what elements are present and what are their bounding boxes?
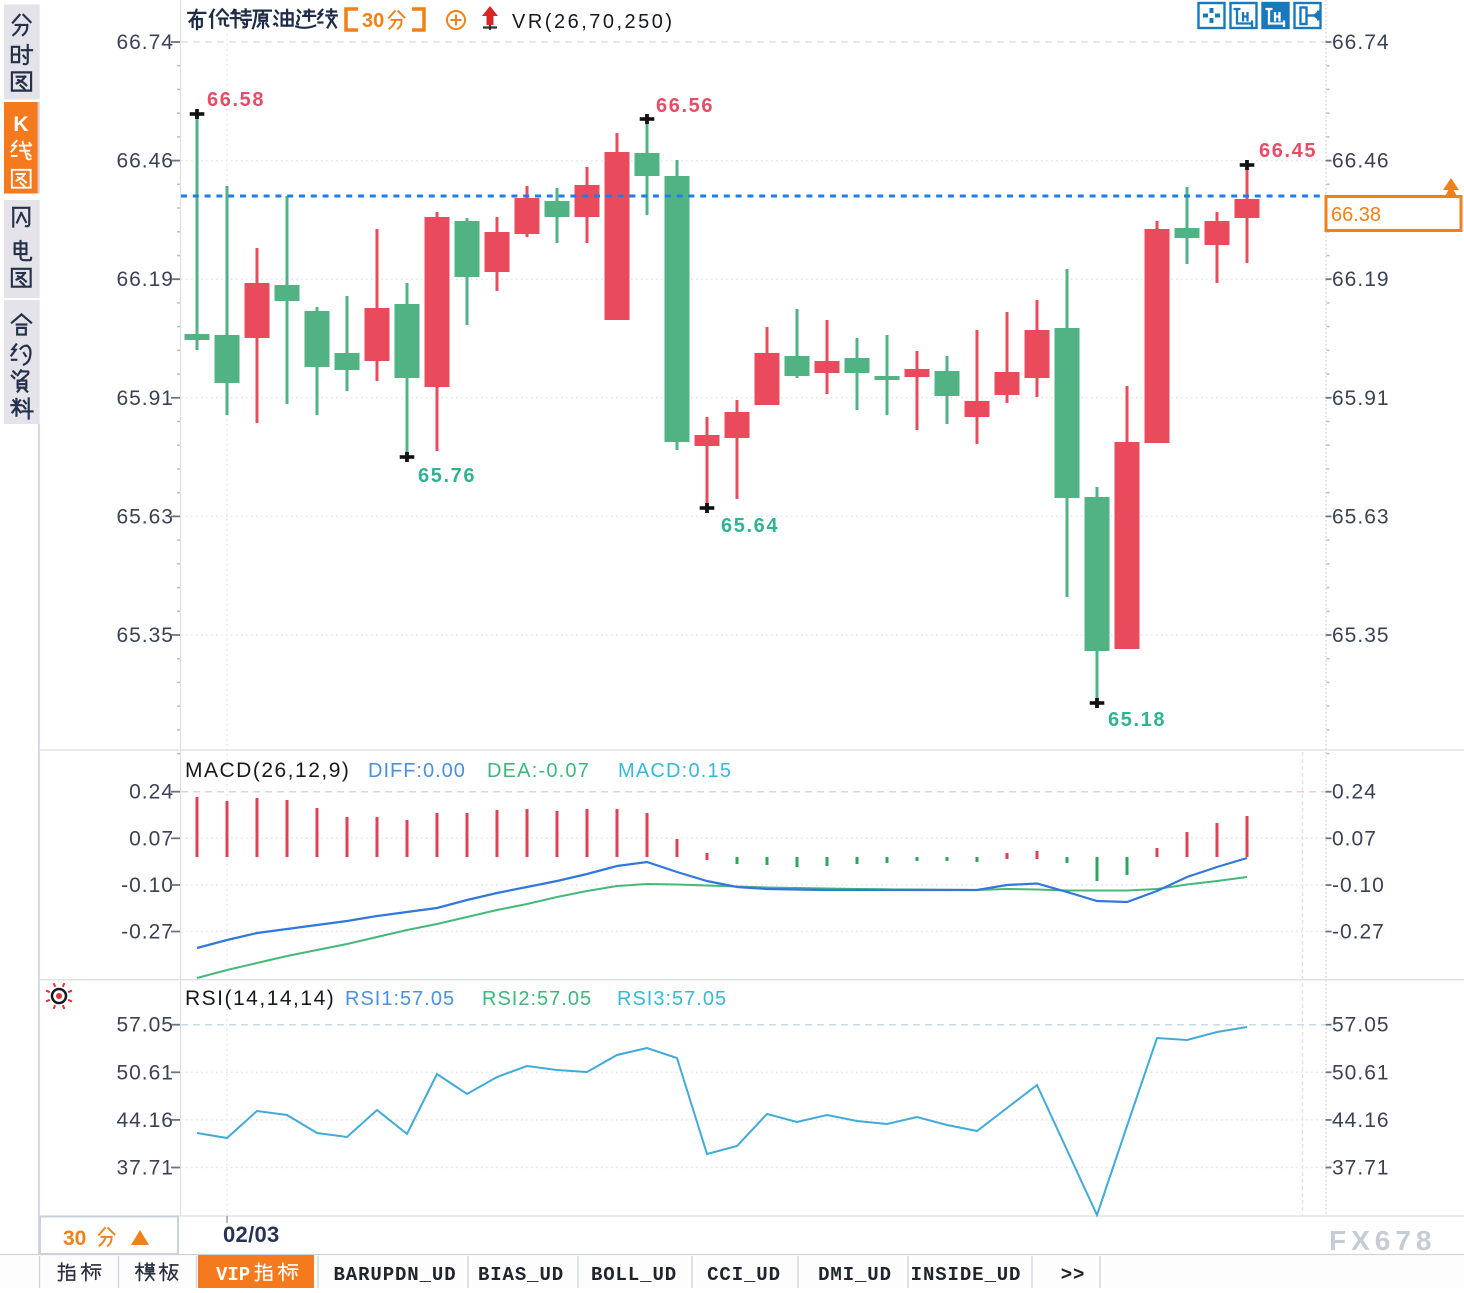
svg-text:VR(26,70,250): VR(26,70,250) — [512, 11, 675, 33]
svg-text:DMI_UD: DMI_UD — [818, 1264, 892, 1286]
svg-text:66.46: 66.46 — [116, 150, 174, 173]
svg-text:65.63: 65.63 — [116, 505, 174, 528]
svg-text:DIFF:0.00: DIFF:0.00 — [368, 760, 466, 782]
svg-text:MACD:0.15: MACD:0.15 — [618, 760, 732, 782]
svg-text:INSIDE_UD: INSIDE_UD — [911, 1264, 1022, 1286]
svg-text:57.05: 57.05 — [116, 1014, 174, 1037]
svg-text:BIAS_UD: BIAS_UD — [478, 1264, 564, 1286]
svg-text:66.58: 66.58 — [207, 89, 265, 111]
svg-text:30: 30 — [362, 10, 384, 32]
svg-text:66.74: 66.74 — [1332, 31, 1390, 54]
svg-text:50.61: 50.61 — [1332, 1061, 1390, 1084]
svg-text:0.07: 0.07 — [1332, 827, 1377, 850]
svg-text:37.71: 37.71 — [116, 1157, 174, 1180]
svg-text:65.91: 65.91 — [116, 387, 174, 410]
svg-text:66.46: 66.46 — [1332, 150, 1390, 173]
svg-text:CCI_UD: CCI_UD — [707, 1264, 781, 1286]
svg-text:RSI1:57.05: RSI1:57.05 — [345, 988, 455, 1010]
svg-text:0.24: 0.24 — [1332, 781, 1377, 804]
svg-text:BARUPDN_UD: BARUPDN_UD — [333, 1264, 456, 1286]
svg-text:66.19: 66.19 — [1332, 268, 1390, 291]
svg-text:RSI2:57.05: RSI2:57.05 — [482, 988, 592, 1010]
svg-text:66.74: 66.74 — [116, 31, 174, 54]
svg-text:-0.27: -0.27 — [1332, 921, 1385, 944]
svg-text:FX678: FX678 — [1329, 1225, 1437, 1256]
svg-text:DEA:-0.07: DEA:-0.07 — [487, 760, 590, 782]
svg-text:30: 30 — [63, 1227, 86, 1250]
svg-text:RSI3:57.05: RSI3:57.05 — [617, 988, 727, 1010]
svg-text:MACD(26,12,9): MACD(26,12,9) — [185, 759, 350, 782]
svg-text:-0.10: -0.10 — [121, 874, 174, 897]
svg-text:0.07: 0.07 — [129, 827, 174, 850]
svg-text:VIP: VIP — [216, 1264, 250, 1286]
svg-text:K: K — [13, 113, 28, 136]
svg-text:37.71: 37.71 — [1332, 1157, 1390, 1180]
svg-text:65.64: 65.64 — [721, 515, 779, 537]
svg-text:RSI(14,14,14): RSI(14,14,14) — [185, 987, 335, 1010]
svg-text:0.24: 0.24 — [129, 781, 174, 804]
svg-text:-0.27: -0.27 — [121, 921, 174, 944]
svg-text:65.35: 65.35 — [1332, 624, 1390, 647]
svg-text:65.35: 65.35 — [116, 624, 174, 647]
svg-text:66.56: 66.56 — [656, 95, 714, 117]
svg-text:44.16: 44.16 — [116, 1109, 174, 1132]
svg-text:65.18: 65.18 — [1108, 709, 1166, 731]
svg-text:44.16: 44.16 — [1332, 1109, 1390, 1132]
svg-text:02/03: 02/03 — [223, 1222, 280, 1247]
svg-text:>>: >> — [1061, 1264, 1086, 1286]
svg-text:50.61: 50.61 — [116, 1061, 174, 1084]
svg-text:-0.10: -0.10 — [1332, 874, 1385, 897]
svg-text:BOLL_UD: BOLL_UD — [591, 1264, 677, 1286]
svg-text:65.76: 65.76 — [418, 465, 476, 487]
svg-text:66.38: 66.38 — [1331, 204, 1381, 226]
svg-text:66.19: 66.19 — [116, 268, 174, 291]
svg-text:66.45: 66.45 — [1259, 140, 1317, 162]
svg-text:57.05: 57.05 — [1332, 1014, 1390, 1037]
svg-text:65.63: 65.63 — [1332, 505, 1390, 528]
svg-text:65.91: 65.91 — [1332, 387, 1390, 410]
